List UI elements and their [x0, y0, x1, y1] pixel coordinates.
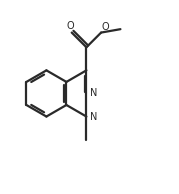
Text: O: O — [102, 22, 110, 31]
Text: O: O — [66, 21, 74, 31]
Text: N: N — [90, 113, 97, 122]
Text: N: N — [90, 87, 98, 98]
